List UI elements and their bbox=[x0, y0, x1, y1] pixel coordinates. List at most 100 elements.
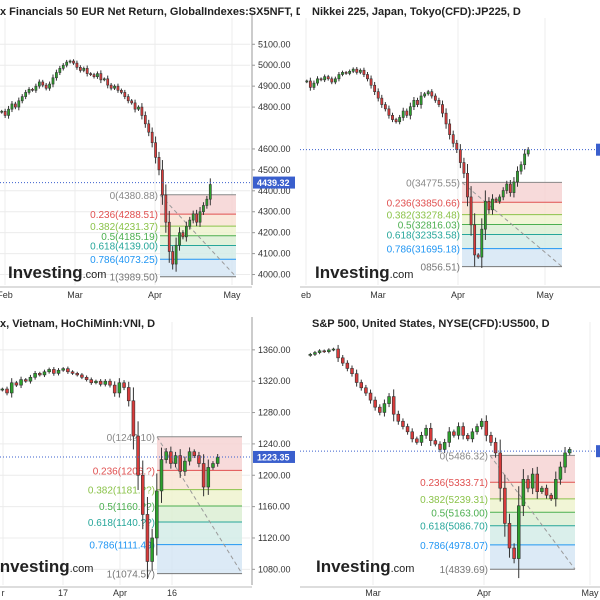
candle bbox=[322, 350, 326, 353]
fib-label: 0(124?.10) bbox=[107, 433, 155, 444]
candle bbox=[483, 200, 487, 230]
chart-panel-vn-index[interactable]: 0(124?.10) 0.236(1206.?) 0.382(1181.??) 0.5… bbox=[0, 300, 300, 600]
chart-panel-sp500[interactable]: 0(5486.32) 0.236(5333.71) 0.382(5239.31) 0.… bbox=[300, 300, 600, 600]
candle bbox=[42, 371, 47, 376]
x-tick-label: 17 bbox=[58, 588, 68, 598]
candle bbox=[78, 67, 82, 71]
chart-panel-nikkei[interactable]: 0(34775.55) 0.236(33850.66) 0.382(33278.48… bbox=[300, 0, 600, 300]
candle bbox=[521, 479, 526, 507]
candle bbox=[461, 426, 465, 436]
fib-label: 0.786(4073.25) bbox=[90, 255, 158, 266]
candle bbox=[171, 251, 175, 265]
candle bbox=[201, 463, 206, 488]
candle bbox=[563, 452, 567, 468]
candle bbox=[344, 72, 348, 74]
candle bbox=[98, 380, 103, 385]
candle bbox=[192, 451, 197, 456]
candle bbox=[523, 153, 527, 166]
fib-label: 0.618(4139.00) bbox=[90, 241, 158, 252]
candle bbox=[123, 92, 127, 97]
candle bbox=[319, 78, 323, 81]
chart-panel-eurostoxx-financials[interactable]: 0(4380.88) 0.236(4288.51) 0.382(4231.37) 0.… bbox=[0, 0, 300, 300]
y-tick-label: 4300.00 bbox=[258, 207, 291, 217]
candle bbox=[147, 123, 151, 133]
y-tick-label: 1360.00 bbox=[258, 345, 291, 355]
fib-label: 0.5(32816.03) bbox=[398, 221, 460, 232]
y-tick-label: 1080.00 bbox=[258, 564, 291, 574]
candle bbox=[96, 73, 99, 78]
chart-title: x, Vietnam, HoChiMinh:VNI, D bbox=[0, 318, 156, 330]
x-tick-label: r bbox=[2, 588, 5, 598]
candle bbox=[405, 110, 409, 116]
x-tick-label: Apr bbox=[451, 290, 465, 300]
fib-band bbox=[157, 544, 242, 574]
candle bbox=[410, 431, 414, 440]
candle bbox=[505, 183, 509, 191]
candle bbox=[85, 68, 89, 74]
candle bbox=[10, 103, 14, 110]
fib-trend-line bbox=[489, 455, 576, 570]
candle bbox=[44, 84, 48, 89]
candle bbox=[526, 149, 530, 155]
candle bbox=[348, 70, 352, 74]
candle bbox=[178, 232, 181, 246]
fib-band bbox=[462, 214, 562, 225]
candle bbox=[17, 100, 21, 108]
candle bbox=[567, 449, 572, 454]
candle bbox=[27, 88, 31, 93]
candle bbox=[145, 514, 150, 562]
chart-canvas[interactable]: 0(4380.88)0.236(4288.51)0.382(4231.37)0.… bbox=[0, 0, 300, 300]
candle bbox=[58, 68, 62, 73]
candle bbox=[183, 460, 187, 472]
candle bbox=[469, 196, 473, 226]
candle bbox=[412, 99, 416, 108]
candle bbox=[501, 190, 505, 198]
candle bbox=[164, 451, 168, 460]
candle bbox=[376, 91, 380, 99]
candle bbox=[305, 80, 309, 83]
fib-band bbox=[160, 245, 236, 260]
candle bbox=[197, 455, 201, 464]
candle bbox=[169, 451, 173, 464]
y-tick-label: 4500.00 bbox=[258, 165, 291, 175]
fib-band bbox=[160, 226, 236, 236]
y-tick-label: 1240.00 bbox=[258, 439, 291, 449]
candle bbox=[429, 427, 433, 441]
candle bbox=[493, 442, 498, 454]
candle bbox=[23, 379, 28, 382]
candle bbox=[341, 357, 345, 364]
candle bbox=[382, 403, 387, 413]
candle bbox=[14, 103, 17, 108]
price-tag-label: 1223.35 bbox=[257, 452, 290, 462]
candle bbox=[426, 91, 430, 95]
x-tick-label: 16 bbox=[167, 588, 177, 598]
x-tick-label: Mar bbox=[365, 588, 381, 598]
price-tag bbox=[596, 445, 600, 458]
candle bbox=[498, 196, 502, 202]
candle bbox=[437, 99, 441, 105]
candle bbox=[191, 213, 195, 221]
candle bbox=[362, 69, 366, 75]
y-tick-label: 5100.00 bbox=[258, 39, 291, 49]
candle bbox=[430, 91, 434, 97]
candle bbox=[174, 244, 178, 265]
y-tick-label: 4900.00 bbox=[258, 81, 291, 91]
candle bbox=[387, 396, 391, 404]
candle bbox=[99, 73, 103, 81]
chart-canvas[interactable]: 0(5486.32) 0.236(5333.71) 0.382(5239.31) 0.… bbox=[300, 300, 600, 600]
candle bbox=[68, 60, 72, 63]
fib-band bbox=[160, 194, 236, 215]
candle bbox=[508, 183, 512, 193]
candle bbox=[441, 104, 444, 114]
chart-canvas[interactable]: 0(124?.10) 0.236(1206.?) 0.382(1181.??) 0.5… bbox=[0, 300, 300, 600]
y-tick-label: 4100.00 bbox=[258, 249, 291, 259]
fib-label: 0.236(5333.71) bbox=[420, 478, 488, 489]
candle bbox=[405, 426, 410, 433]
candle bbox=[150, 131, 154, 143]
candle bbox=[80, 374, 84, 378]
candle bbox=[549, 494, 553, 500]
candle bbox=[466, 435, 470, 440]
chart-canvas[interactable]: 0(34775.55) 0.236(33850.66) 0.382(33278.48… bbox=[300, 0, 600, 300]
candle bbox=[350, 368, 354, 374]
candle bbox=[9, 382, 14, 394]
